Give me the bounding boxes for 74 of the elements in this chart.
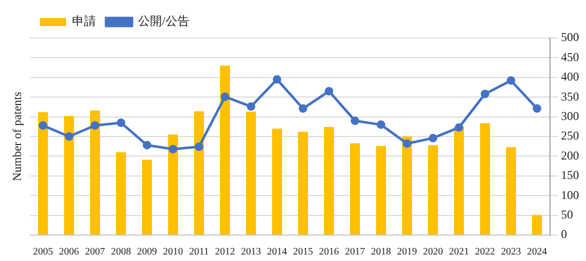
bar	[402, 136, 412, 234]
point	[64, 132, 74, 141]
bar	[506, 147, 516, 234]
x-tick-label: 2006	[59, 246, 79, 258]
point	[402, 139, 412, 148]
y-tick-label: 100	[561, 188, 579, 202]
point	[142, 140, 152, 150]
point	[376, 120, 386, 129]
x-tick-label: 2018	[371, 246, 391, 258]
y-tick-label: 0	[561, 227, 567, 242]
y-tick-label: 50	[561, 207, 573, 222]
x-tick-label: 2021	[449, 246, 469, 258]
bar	[298, 132, 308, 234]
y-tick-label: 450	[561, 50, 579, 64]
point	[38, 121, 48, 130]
point	[194, 142, 204, 151]
point	[298, 104, 308, 113]
y-tick-label: 400	[561, 70, 579, 84]
x-tick-label: 2024	[527, 246, 547, 258]
x-tick-label: 2016	[319, 246, 339, 258]
bar	[246, 112, 256, 234]
bar	[454, 126, 464, 234]
x-tick-label: 2008	[111, 246, 131, 258]
x-tick-label: 2023	[501, 246, 521, 258]
point	[480, 90, 490, 98]
x-tick-label: 2017	[345, 246, 365, 258]
x-tick-label: 2012	[215, 246, 235, 258]
y-axis-title: Number of patents	[10, 92, 24, 182]
point	[90, 121, 100, 130]
point	[350, 116, 360, 125]
bar	[272, 128, 282, 234]
x-tick-label: 2015	[293, 246, 313, 258]
point	[246, 102, 256, 111]
bar	[350, 143, 360, 234]
point	[428, 134, 438, 142]
y-tick-label: 500	[561, 30, 579, 44]
x-tick-label: 2011	[189, 246, 209, 258]
y-tick-label: 350	[561, 89, 579, 104]
x-tick-label: 2007	[85, 246, 105, 258]
bar	[168, 134, 178, 234]
x-tick-label: 2010	[163, 246, 183, 258]
point	[506, 76, 516, 85]
bar	[220, 66, 230, 234]
point	[116, 118, 126, 127]
bar	[90, 110, 100, 234]
point	[168, 144, 178, 154]
point	[532, 104, 542, 113]
y-tick-label: 150	[561, 168, 579, 182]
bar	[376, 146, 386, 234]
x-tick-label: 2013	[241, 246, 261, 258]
x-tick-label: 2020	[423, 246, 443, 258]
x-tick-label: 2014	[267, 246, 287, 258]
y-tick-label: 200	[561, 148, 579, 162]
bar	[324, 127, 334, 234]
y-tick-label: 250	[561, 128, 579, 143]
x-tick-label: 2009	[137, 246, 157, 258]
point	[324, 86, 334, 96]
x-tick-label: 2005	[33, 246, 53, 258]
bar	[142, 160, 152, 234]
bar	[480, 123, 490, 234]
bar	[428, 145, 438, 234]
point	[272, 75, 282, 84]
legend-label: 申請	[72, 14, 96, 28]
bar	[64, 116, 74, 234]
legend-label: 公開/公告	[138, 14, 190, 28]
bar	[194, 111, 204, 234]
x-tick-label: 2019	[397, 246, 417, 258]
point	[220, 92, 230, 101]
y-tick-label: 300	[561, 108, 579, 123]
x-tick-label: 2022	[475, 246, 495, 258]
bar	[38, 112, 48, 234]
bar	[532, 214, 542, 234]
bar	[116, 152, 126, 234]
point	[454, 123, 464, 132]
